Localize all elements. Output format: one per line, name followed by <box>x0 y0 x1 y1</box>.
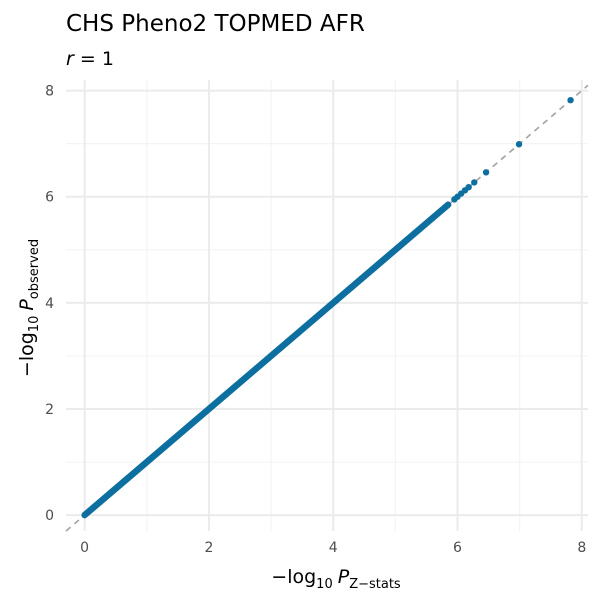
x-tick-label: 4 <box>329 540 338 556</box>
subtitle-op: = <box>74 48 102 70</box>
data-point <box>465 183 472 191</box>
x-label-prefix: −log <box>271 566 316 588</box>
x-tick-label: 2 <box>204 540 213 556</box>
x-axis-ticks: 0 2 4 6 8 <box>80 540 586 556</box>
y-tick-label: 4 <box>45 296 54 312</box>
y-tick-label: 0 <box>45 508 54 524</box>
subtitle-var: r <box>66 48 75 70</box>
x-tick-label: 6 <box>453 540 462 556</box>
x-tick-label: 8 <box>577 540 586 556</box>
chart-subtitle: r = 1 <box>66 48 114 70</box>
data-points <box>451 96 574 203</box>
y-tick-label: 6 <box>45 190 54 206</box>
data-point <box>567 96 574 104</box>
y-axis-ticks: 0 2 4 6 8 <box>45 84 54 524</box>
y-label-sub: observed <box>27 239 42 299</box>
x-label-var: P <box>338 566 350 588</box>
x-label-base: 10 <box>316 577 333 592</box>
x-label-sub: Z−stats <box>349 577 401 592</box>
x-axis-label: −log10 PZ−stats <box>271 566 401 592</box>
dense-point-band <box>81 201 452 519</box>
subtitle-value: 1 <box>102 48 114 70</box>
chart-title: CHS Pheno2 TOPMED AFR <box>66 11 365 37</box>
data-point <box>515 141 523 148</box>
y-label-prefix: −log <box>16 332 38 377</box>
y-tick-label: 8 <box>45 84 54 100</box>
y-label-var: P <box>16 299 38 311</box>
y-label-base: 10 <box>27 316 42 333</box>
minor-gridlines <box>66 80 588 531</box>
data-point <box>482 169 490 176</box>
x-tick-label: 0 <box>80 540 89 556</box>
y-tick-label: 2 <box>45 402 54 418</box>
data-point <box>471 179 478 186</box>
y-axis-label: −log10 Pobserved <box>16 239 42 377</box>
major-gridlines <box>66 80 588 531</box>
